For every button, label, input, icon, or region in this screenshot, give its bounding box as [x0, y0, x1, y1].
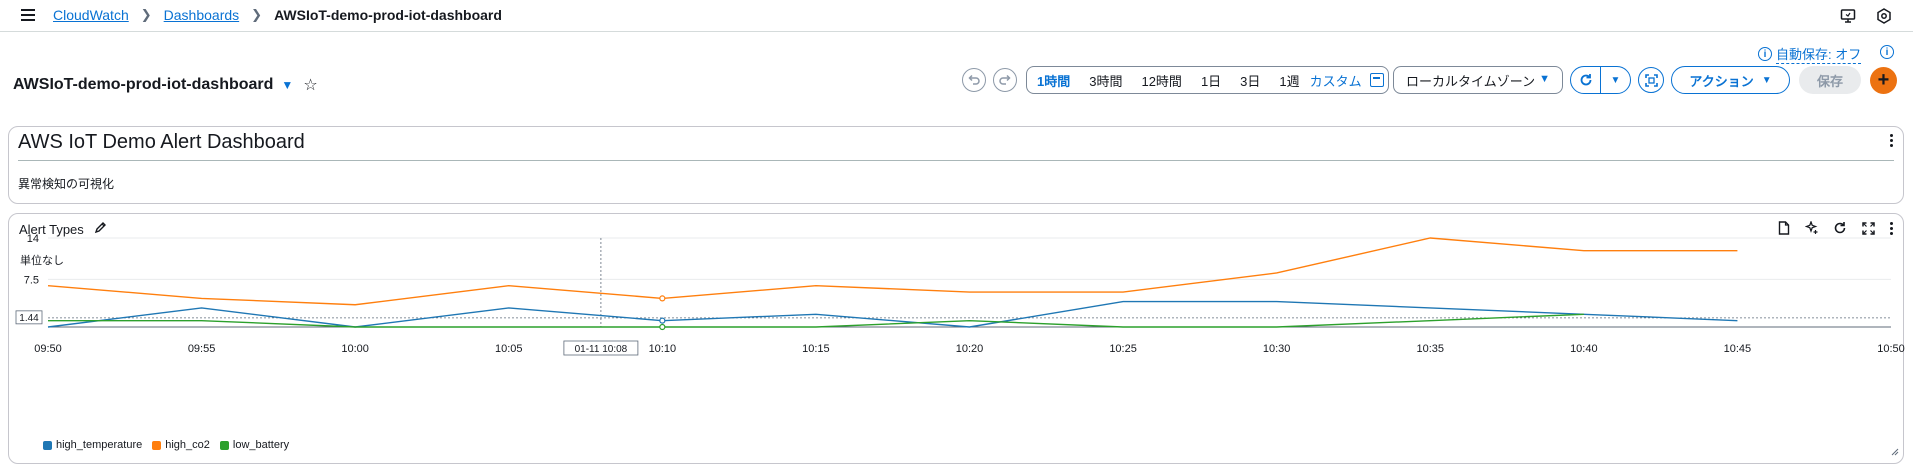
text-widget-title: AWS IoT Demo Alert Dashboard: [18, 131, 305, 153]
actions-button[interactable]: アクション ▼: [1671, 66, 1790, 94]
y-unit-label: 単位なし: [20, 253, 64, 267]
breadcrumb-current: AWSIoT-demo-prod-iot-dashboard: [274, 7, 502, 23]
document-icon[interactable]: [1777, 221, 1791, 235]
legend-swatch: [152, 440, 162, 450]
x-tick-label: 10:50: [1877, 343, 1905, 355]
star-icon[interactable]: ☆: [303, 77, 318, 94]
chart-title: Alert Types: [19, 221, 84, 237]
hover-x-label: 01-11 10:08: [575, 344, 628, 355]
calendar-icon[interactable]: [1369, 73, 1384, 87]
chevron-right-icon: ❯: [140, 7, 152, 22]
refresh-button-group: ▼: [1570, 66, 1631, 94]
x-tick-label: 10:40: [1570, 343, 1598, 355]
info-icon: i: [1758, 47, 1772, 61]
refresh-button[interactable]: [1571, 67, 1600, 93]
timezone-select[interactable]: ローカルタイムゾーン ▼: [1393, 66, 1563, 94]
range-3d[interactable]: 3日: [1240, 73, 1261, 89]
more-options-icon[interactable]: [1889, 134, 1893, 147]
breadcrumb: CloudWatch ❯ Dashboards ❯ AWSIoT-demo-pr…: [53, 7, 502, 23]
caret-down-icon: ▼: [1539, 73, 1550, 85]
autosave-toggle[interactable]: i 自動保存: オフ: [1758, 44, 1862, 64]
hover-x-label-box: [563, 340, 639, 356]
legend-swatch: [219, 440, 229, 450]
refresh-icon[interactable]: [1833, 221, 1847, 235]
hover-y-label-box: [15, 310, 43, 325]
dashboard-name: AWSIoT-demo-prod-iot-dashboard: [13, 76, 274, 93]
x-tick-label: 10:15: [802, 343, 830, 355]
range-1h[interactable]: 1時間: [1037, 73, 1071, 89]
text-widget-description: 異常検知の可視化: [18, 177, 115, 191]
pencil-icon[interactable]: [94, 221, 107, 237]
expand-icon: [1644, 73, 1658, 87]
y-tick-label: 14: [27, 233, 39, 245]
refresh-interval-dropdown[interactable]: ▼: [1600, 67, 1630, 93]
legend-label: high_temperature: [56, 439, 143, 451]
range-3h[interactable]: 3時間: [1089, 73, 1123, 89]
chart-widget: 単位なし 7.5 14 09:50 09:55 10:00 10:05 10:10 10:15 1…: [8, 213, 1905, 465]
x-tick-label: 10:45: [1724, 343, 1752, 355]
hover-point-low_battery: [659, 323, 666, 331]
legend-label: high_co2: [165, 439, 210, 451]
series-line-low_battery: [48, 313, 1584, 328]
x-tick-label: 10:25: [1109, 343, 1137, 355]
x-tick-label: 10:05: [495, 343, 523, 355]
expand-icon[interactable]: [1861, 221, 1875, 235]
caret-down-icon: ▼: [1761, 74, 1772, 86]
breadcrumb-dashboards[interactable]: Dashboards: [163, 7, 240, 23]
range-1d[interactable]: 1日: [1200, 73, 1222, 89]
settings-icon[interactable]: [1875, 7, 1893, 25]
x-tick-label: 10:20: [956, 343, 984, 355]
x-tick-label: 10:30: [1263, 343, 1291, 355]
legend-swatch: [43, 440, 52, 450]
time-range-selector: 1時間 3時間 12時間 1日 3日 1週 カスタム: [1026, 66, 1389, 94]
legend-item-high-co2[interactable]: high_co2: [152, 439, 210, 451]
chart-toolbar: [1777, 221, 1893, 235]
legend-item-high-temperature[interactable]: high_temperature: [43, 439, 142, 451]
timezone-value: ローカルタイムゾーン: [1406, 73, 1536, 89]
x-tick-label: 10:10: [649, 343, 677, 355]
more-options-icon[interactable]: [1889, 221, 1893, 235]
undo-button[interactable]: [962, 68, 986, 92]
redo-button[interactable]: [993, 68, 1017, 92]
caret-down-icon: ▼: [1610, 74, 1621, 86]
info-icon[interactable]: i: [1880, 45, 1894, 59]
range-12h[interactable]: 12時間: [1141, 73, 1182, 89]
actions-label: アクション: [1689, 73, 1754, 89]
x-tick-label: 10:00: [341, 343, 369, 355]
chart-title-bar: Alert Types: [19, 221, 107, 237]
resize-handle-icon[interactable]: [1889, 444, 1899, 459]
save-button[interactable]: 保存: [1799, 66, 1861, 94]
chart-legend: high_temperature high_co2 low_battery: [43, 439, 289, 451]
hover-y-label: 1.44: [19, 313, 39, 324]
hover-point-high_temperature: [659, 317, 666, 324]
caret-down-icon[interactable]: ▼: [281, 78, 294, 92]
legend-label: low_battery: [232, 439, 290, 451]
range-1w[interactable]: 1週: [1279, 73, 1300, 89]
insights-icon[interactable]: [1805, 221, 1819, 235]
add-widget-button[interactable]: +: [1870, 67, 1897, 94]
y-tick-label: 7.5: [24, 274, 39, 286]
divider: [18, 160, 1894, 161]
top-bar: CloudWatch ❯ Dashboards ❯ AWSIoT-demo-pr…: [0, 0, 1913, 32]
legend-item-low-battery[interactable]: low_battery: [219, 439, 290, 451]
text-widget: AWS IoT Demo Alert Dashboard 異常検知の可視化: [8, 126, 1904, 204]
refresh-icon: [1580, 74, 1591, 86]
chevron-right-icon: ❯: [251, 7, 263, 22]
autosave-label: 自動保存: オフ: [1776, 44, 1862, 64]
x-tick-label: 09:55: [188, 343, 216, 355]
screen-icon[interactable]: [1839, 7, 1857, 25]
range-custom[interactable]: カスタム: [1309, 73, 1362, 89]
hover-point-high_co2: [659, 295, 666, 302]
menu-icon[interactable]: [19, 6, 37, 24]
series-line-high_temperature: [47, 300, 1738, 328]
x-tick-label: 09:50: [34, 343, 62, 355]
line-chart[interactable]: 単位なし 7.5 14 09:50 09:55 10:00 10:05 10:10 10:15 1…: [9, 214, 1905, 465]
breadcrumb-cloudwatch[interactable]: CloudWatch: [53, 7, 129, 23]
page-title: AWSIoT-demo-prod-iot-dashboard ▼ ☆: [13, 75, 318, 95]
fullscreen-button[interactable]: [1638, 67, 1664, 93]
x-tick-label: 10:35: [1416, 343, 1444, 355]
series-line-high_co2: [47, 237, 1738, 306]
